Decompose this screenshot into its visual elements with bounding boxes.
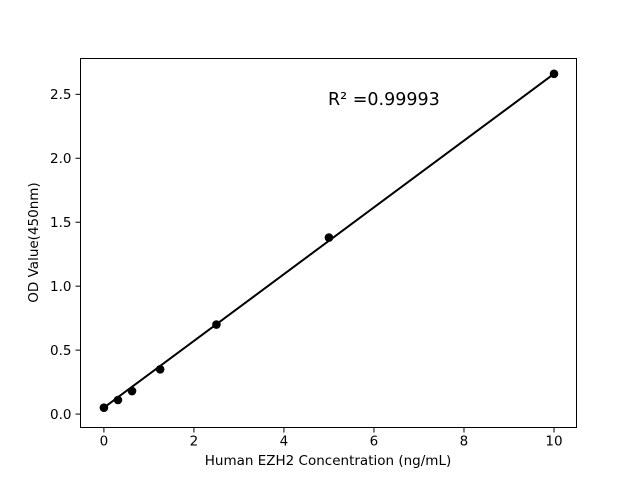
x-tick-label: 10: [545, 434, 562, 450]
x-axis-label: Human EZH2 Concentration (ng/mL): [204, 453, 452, 469]
y-tick-label: 0.5: [50, 343, 71, 359]
y-axis-label: OD Value(450nm): [26, 182, 42, 303]
y-tick-label: 2.0: [50, 151, 71, 167]
x-tick-label: 0: [100, 434, 109, 450]
data-point: [127, 386, 137, 396]
x-tick-label: 6: [370, 434, 379, 450]
data-point: [324, 233, 334, 242]
data-point: [113, 395, 123, 405]
data-point: [155, 365, 165, 374]
data-point: [549, 69, 559, 79]
y-tick-label: 0.0: [50, 407, 71, 423]
y-tick-label: 1.0: [50, 279, 71, 295]
r-squared-annotation: R² =0.99993: [328, 90, 440, 110]
data-point: [212, 320, 221, 329]
x-tick-label: 8: [460, 434, 469, 450]
x-tick-label: 4: [280, 434, 289, 450]
data-point: [99, 403, 109, 412]
y-tick-label: 1.5: [50, 215, 71, 231]
x-tick-label: 2: [190, 434, 199, 450]
y-tick-label: 2.5: [50, 87, 71, 103]
plot-border: [80, 58, 577, 428]
